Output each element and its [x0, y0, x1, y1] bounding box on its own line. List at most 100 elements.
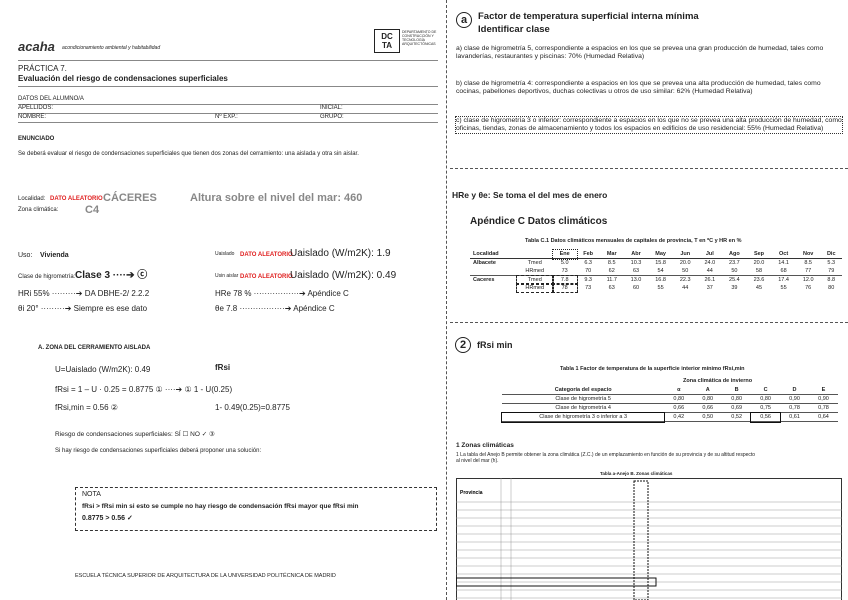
- frsi-table: Categoría del espacio α A B C D E Clase de higr…: [500, 386, 838, 423]
- value: HRi 55% ·········➔ DA DBHE-2/ 2.2.2: [18, 289, 150, 298]
- cell: 70: [576, 267, 600, 276]
- cell: 0,69: [722, 403, 752, 413]
- cell: 44: [697, 267, 723, 276]
- cell: HRmed: [515, 283, 554, 293]
- cell: 73: [585, 285, 592, 291]
- table-grid: [456, 478, 842, 600]
- anejo-table: Provincia: [456, 478, 842, 600]
- statement-header: ENUNCIADO: [18, 136, 55, 142]
- cell: 0,90: [780, 394, 809, 404]
- separator: [450, 322, 848, 323]
- cell: 20.0: [753, 260, 765, 266]
- table-frame: [456, 478, 842, 600]
- cell: 0,80: [664, 394, 694, 404]
- note-title: NOTA: [82, 491, 101, 498]
- cell: 0,78: [780, 403, 809, 413]
- cell: 20.0: [679, 260, 691, 266]
- footer: ESCUELA TÉCNICA SUPERIOR DE ARQUITECTURA…: [75, 573, 336, 579]
- header-cell: Mar: [599, 250, 624, 259]
- cell: 14.1: [778, 260, 789, 266]
- cell: 22.3: [679, 277, 691, 283]
- header-cell: May: [648, 250, 673, 259]
- cell: 26.1: [704, 277, 716, 283]
- logo-subtitle: acondicionamiento ambiental y habitabili…: [62, 45, 161, 51]
- header-cell: Nov: [795, 250, 821, 259]
- cell: 7.8: [551, 274, 578, 285]
- value: Clase 3 ····➔ ⓒ: [75, 270, 148, 281]
- header-cell: [516, 250, 553, 259]
- table-row: Albacete Tmed 5.0 6.3 8.5 10.3 15.8 20.0 24.0 23.…: [470, 259, 842, 268]
- formula: 1- 0.49(0.25)=0.8775: [215, 403, 290, 412]
- cell: Tmed: [527, 260, 542, 266]
- formula: fRsi = 1 – U · 0.25 = 0.8775 ① ····➔ ① 1…: [55, 385, 233, 394]
- value: θi 20° ·········➔ Siempre es ese dato: [18, 304, 148, 313]
- caption: Tabla C.1 Datos climáticos mensuales de …: [525, 238, 742, 244]
- cell: 44: [682, 285, 689, 291]
- header-cell: D: [780, 386, 809, 395]
- section-subtitle: Identificar clase: [478, 24, 550, 35]
- label: Zona climática:: [18, 207, 59, 213]
- paragraph: b) clase de higrometría 4: correspondien…: [456, 80, 821, 95]
- cell: 62: [599, 267, 624, 276]
- highlight: [633, 480, 649, 600]
- divider: [446, 0, 447, 600]
- cell: 6.3: [584, 260, 592, 266]
- cell: 0,64: [809, 412, 838, 422]
- header-cell: Jul: [697, 250, 723, 259]
- cell: 23.6: [753, 277, 765, 283]
- cell: 9.3: [584, 277, 592, 283]
- header-cell: Sep: [746, 250, 772, 259]
- cell: 0,80: [722, 394, 752, 404]
- cell: 0,61: [780, 412, 809, 422]
- label: Usin aislar: [215, 273, 239, 279]
- formula: U=Uaislado (W/m2K): 0.49: [55, 365, 151, 374]
- cell: 37: [706, 285, 713, 291]
- cell: Clase de higrometría 3 o inferior a 3: [500, 411, 666, 423]
- cell: 15.8: [655, 260, 666, 266]
- table-row: HRmed 73 70 62 63 54 50 44 50 58 68 77 79: [470, 267, 842, 276]
- cell: 5.0: [560, 260, 569, 266]
- caption: Tabla 1 Factor de temperatura de la supe…: [560, 366, 745, 372]
- caption: Zona climática de invierno: [683, 378, 753, 384]
- cell: 80: [828, 285, 835, 291]
- cell: 0,75: [751, 403, 781, 413]
- label: Nº EXP.:: [215, 114, 238, 120]
- note-box: [75, 487, 437, 531]
- cell: 0,56: [750, 411, 782, 423]
- formula: fRsi: [215, 363, 231, 372]
- statement: Se deberá evaluar el riesgo de condensac…: [18, 151, 359, 157]
- student-header: DATOS DEL ALUMNO/A: [18, 96, 84, 102]
- header-cell: C: [751, 386, 781, 395]
- cell: 55: [780, 285, 787, 291]
- cell: 0,42: [664, 412, 694, 422]
- table-row: Caceres Tmed 7.8 9.3 11.7 13.0 16.8 22.3 26.1 25.…: [470, 274, 842, 285]
- paragraph: a) clase de higrometría 5, correspondien…: [456, 45, 824, 60]
- header-cell: Dic: [820, 250, 842, 259]
- label: Localidad:: [18, 196, 46, 202]
- altitude: Altura sobre el nivel del mar: 460: [190, 192, 363, 204]
- use: Vivienda: [40, 252, 69, 259]
- cell: 16.8: [655, 277, 666, 283]
- cell: 63: [623, 267, 649, 276]
- cell: 0,52: [722, 412, 752, 422]
- cell: 50: [722, 267, 747, 276]
- dept-badge: DC TA: [374, 29, 400, 54]
- header-cell: Feb: [576, 250, 600, 259]
- header-cell: Abr: [623, 250, 649, 259]
- cell: Clase de higrometría 5: [502, 394, 665, 404]
- cell: Tmed: [515, 274, 554, 285]
- cell: 0,66: [664, 403, 694, 413]
- paragraph: 1 La tabla del Anejo B permite obtener l…: [456, 452, 756, 464]
- value: HRe 78 % ·················➔ Apéndice C: [215, 289, 349, 298]
- cell: 0,80: [751, 394, 781, 404]
- badge: 2: [455, 337, 471, 353]
- table-row: HRmed 78 73 63 60 55 44 37 39 45 55 76 80: [470, 283, 842, 293]
- badge: a: [456, 12, 472, 28]
- table-row: Localidad Ene Feb Mar Abr May Jun Jul Ago Sep Oct N…: [470, 249, 842, 260]
- cell: 63: [608, 285, 615, 291]
- cell: 50: [672, 267, 698, 276]
- column-header: Provincia: [460, 490, 483, 496]
- value: Uaislado (W/m2K): 1.9: [290, 248, 391, 259]
- logo: acaha: [18, 39, 55, 54]
